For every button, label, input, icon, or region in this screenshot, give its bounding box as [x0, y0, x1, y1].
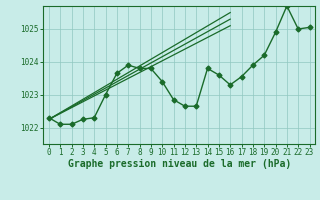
X-axis label: Graphe pression niveau de la mer (hPa): Graphe pression niveau de la mer (hPa) [68, 159, 291, 169]
